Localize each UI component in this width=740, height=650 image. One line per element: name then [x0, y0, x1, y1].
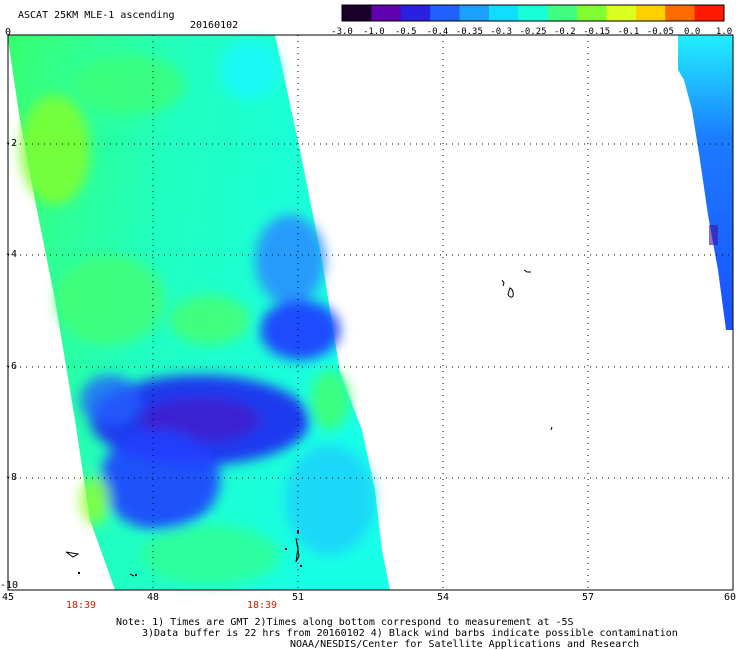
- colorbar-swatch: [459, 5, 490, 21]
- colorbar-tick-label: -0.15: [583, 27, 611, 37]
- colorbar-swatch: [430, 5, 461, 21]
- lat-label-minus4: -4: [5, 249, 18, 260]
- lon-label-54: 54: [436, 592, 450, 603]
- colorbar-swatch: [400, 5, 431, 21]
- land-outlines: [65, 269, 553, 577]
- colorbar-swatch: [665, 5, 696, 21]
- lat-label-minus10: -10: [0, 580, 19, 591]
- colorbar-tick-label: 0.0: [684, 27, 701, 37]
- colorbar-tick-label: -1.0: [362, 27, 385, 37]
- lon-label-48: 48: [146, 592, 160, 603]
- colorbar-tick-label: -0.2: [553, 27, 576, 37]
- plot-area: [7, 34, 734, 591]
- lon-label-51: 51: [291, 592, 305, 603]
- grid-lines: [8, 35, 733, 590]
- lon-label-60: 60: [723, 592, 737, 603]
- lon-label-57: 57: [581, 592, 595, 603]
- footnote-line-1: Note: 1) Times are GMT 2)Times along bot…: [116, 617, 574, 628]
- data-swath-west: [8, 35, 390, 590]
- colorbar-tick-label: -0.05: [646, 27, 674, 37]
- colorbar-tick-label: -0.4: [426, 27, 449, 37]
- colorbar-swatch: [518, 5, 549, 21]
- colorbar-tick-label: -0.3: [490, 27, 512, 37]
- lat-label-0: 0: [5, 27, 12, 38]
- map-date: 20160102: [190, 20, 239, 31]
- colorbar-swatch: [488, 5, 519, 21]
- colorbar-tick-label: -3.0: [331, 27, 353, 37]
- colorbar-swatch: [342, 5, 372, 21]
- colorbar-swatch: [606, 5, 637, 21]
- pass-time-2: 18:39: [246, 600, 278, 611]
- colorbar-swatch: [371, 5, 402, 21]
- colorbar-tick-label: -0.25: [519, 27, 547, 37]
- colorbar-tick-label: -0.35: [455, 27, 483, 37]
- colorbar-tick-label: 1.0: [715, 27, 733, 37]
- colorbar: [341, 4, 725, 22]
- credit-line: NOAA/NESDIS/Center for Satellite Applica…: [290, 639, 640, 650]
- colorbar-swatch: [694, 5, 725, 21]
- land-points: [78, 530, 302, 576]
- colorbar-swatch: [577, 5, 607, 21]
- lon-label-45: 45: [1, 592, 15, 603]
- colorbar-tick-label: -0.5: [394, 27, 417, 37]
- lat-label-minus8: -8: [5, 472, 18, 483]
- colorbar-swatch: [547, 5, 578, 21]
- plot-frame: [7, 34, 734, 591]
- map-title: ASCAT 25KM MLE-1 ascending: [18, 10, 175, 21]
- data-swath-east: [678, 35, 733, 330]
- lat-label-minus6: -6: [5, 361, 18, 372]
- colorbar-tick-label: -0.1: [617, 27, 640, 37]
- colorbar-swatch: [635, 5, 666, 21]
- footnote-line-2: 3)Data buffer is 22 hrs from 20160102 4)…: [142, 628, 678, 639]
- pass-time-1: 18:39: [65, 600, 97, 611]
- lat-label-minus2: -2: [5, 138, 18, 149]
